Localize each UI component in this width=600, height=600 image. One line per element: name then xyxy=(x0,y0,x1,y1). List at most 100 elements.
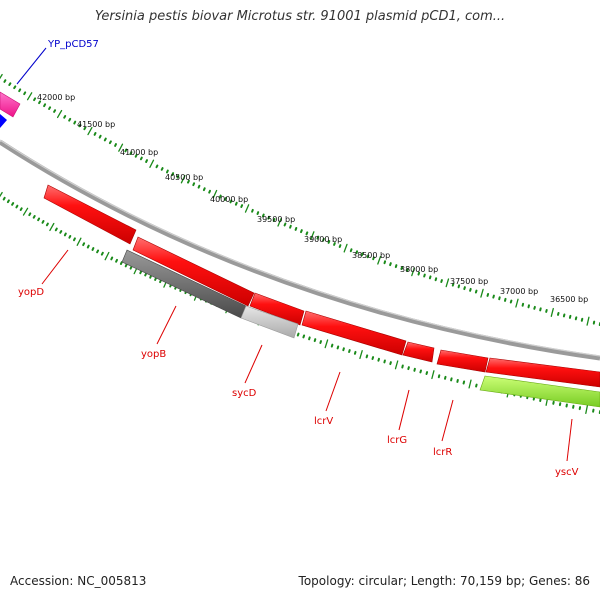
tick-major xyxy=(431,370,435,380)
tick-minor xyxy=(336,345,340,350)
tick-minor xyxy=(86,244,90,249)
topology-stats: Topology: circular; Length: 70,159 bp; G… xyxy=(298,574,590,588)
tick-minor xyxy=(428,275,432,280)
gene-arrow-yopb[interactable] xyxy=(132,236,255,307)
tick-minor xyxy=(377,357,380,362)
gene-label-lcrg[interactable]: lcrG xyxy=(387,435,407,446)
gene-yp-pcd57[interactable] xyxy=(0,91,21,128)
tick-minor xyxy=(63,232,67,237)
tick-minor xyxy=(240,204,244,208)
tick-minor xyxy=(33,97,37,102)
tick-minor xyxy=(486,293,490,297)
tick-minor xyxy=(267,215,271,220)
gene-arrow-lcrr[interactable] xyxy=(436,349,489,373)
tick-minor xyxy=(394,264,398,269)
tick-minor xyxy=(229,199,233,204)
tick-minor xyxy=(176,174,180,179)
tick-minor xyxy=(539,307,542,312)
tick-minor xyxy=(498,296,501,301)
tick-minor xyxy=(48,106,52,110)
tick-minor xyxy=(15,204,19,209)
gene-arrow-pink[interactable] xyxy=(0,91,21,118)
tick-minor xyxy=(53,109,57,113)
outer-tick-ring xyxy=(0,73,600,326)
gene-arrow-yscv[interactable] xyxy=(485,357,600,388)
tick-minor xyxy=(349,248,353,253)
tick-minor xyxy=(187,179,190,184)
tick-minor xyxy=(129,151,133,155)
gene-track-inner xyxy=(121,249,600,408)
tick-minor xyxy=(108,140,112,145)
gene-arrow-lightgrey[interactable] xyxy=(240,305,299,339)
tick-minor xyxy=(283,222,287,227)
tick-minor xyxy=(342,347,345,352)
tick-minor xyxy=(234,201,238,206)
tick-minor xyxy=(305,231,309,236)
tick-minor xyxy=(159,279,162,284)
tick-major xyxy=(394,360,399,370)
tick-minor xyxy=(389,361,392,366)
tick-minor xyxy=(139,270,143,275)
tick-minor xyxy=(557,312,560,316)
tick-minor xyxy=(389,262,392,267)
gene-arrow-lcrv[interactable] xyxy=(301,310,407,356)
gene-arrow-blue[interactable] xyxy=(0,114,7,128)
tick-minor xyxy=(115,258,118,263)
tick-major xyxy=(0,73,3,80)
tick-minor xyxy=(28,212,32,217)
tick-minor xyxy=(124,148,128,153)
tick-major xyxy=(149,159,155,168)
tick-minor xyxy=(509,299,513,304)
tick-major xyxy=(310,231,315,240)
tick-minor xyxy=(68,235,72,239)
tick-minor xyxy=(533,305,536,310)
gene-arrow-green[interactable] xyxy=(479,375,600,408)
gene-label-sycd[interactable]: sycD xyxy=(232,388,257,399)
tick-major xyxy=(359,350,363,360)
gene-label-yopd[interactable]: yopD xyxy=(18,287,44,298)
tick-minor xyxy=(366,254,370,259)
backbone-arc-highlight xyxy=(0,139,600,357)
gene-label-lcrr[interactable]: lcrR xyxy=(433,447,452,458)
tick-minor xyxy=(114,143,117,147)
tick-major xyxy=(118,143,124,152)
bp-label: 37500 bp xyxy=(450,277,488,286)
leader-sycd xyxy=(244,344,263,384)
map-title: Yersinia pestis biovar Microtus str. 910… xyxy=(94,9,506,24)
tick-minor xyxy=(313,338,317,343)
tick-minor xyxy=(361,252,364,257)
tick-minor xyxy=(527,304,530,309)
tick-minor xyxy=(406,268,409,272)
tick-minor xyxy=(11,202,15,206)
tick-major xyxy=(56,109,63,119)
bp-label: 38000 bp xyxy=(400,265,438,274)
tick-major xyxy=(586,316,590,326)
tick-major xyxy=(104,251,110,261)
gene-arrow-sycd[interactable] xyxy=(249,292,305,326)
gene-label-yopb[interactable]: yopB xyxy=(141,349,166,360)
tick-minor xyxy=(365,354,369,359)
gene-label-lcrv[interactable]: lcrV xyxy=(314,416,333,427)
tick-major xyxy=(411,267,415,277)
tick-minor xyxy=(383,359,386,364)
accession-label: Accession: NC_005813 xyxy=(10,574,147,588)
backbone-arc xyxy=(0,139,600,361)
tick-minor xyxy=(63,115,67,119)
tick-minor xyxy=(6,199,10,204)
tick-minor xyxy=(100,251,104,256)
gene-arrow-lcrg[interactable] xyxy=(402,341,435,363)
tick-minor xyxy=(2,196,6,201)
gene-label-yp-pcd57[interactable]: YP_pCD57 xyxy=(47,39,99,50)
tick-major xyxy=(585,404,589,415)
tick-minor xyxy=(202,187,206,192)
tick-major xyxy=(277,217,282,227)
tick-major xyxy=(515,298,519,308)
tick-minor xyxy=(413,367,416,372)
gene-arrow-yopd[interactable] xyxy=(43,184,137,245)
tick-minor xyxy=(300,229,303,234)
tick-minor xyxy=(348,349,351,353)
gene-label-yscv[interactable]: yscV xyxy=(555,467,579,478)
bp-label: 36500 bp xyxy=(550,295,588,304)
tick-minor xyxy=(407,366,410,371)
tick-major xyxy=(445,278,450,288)
